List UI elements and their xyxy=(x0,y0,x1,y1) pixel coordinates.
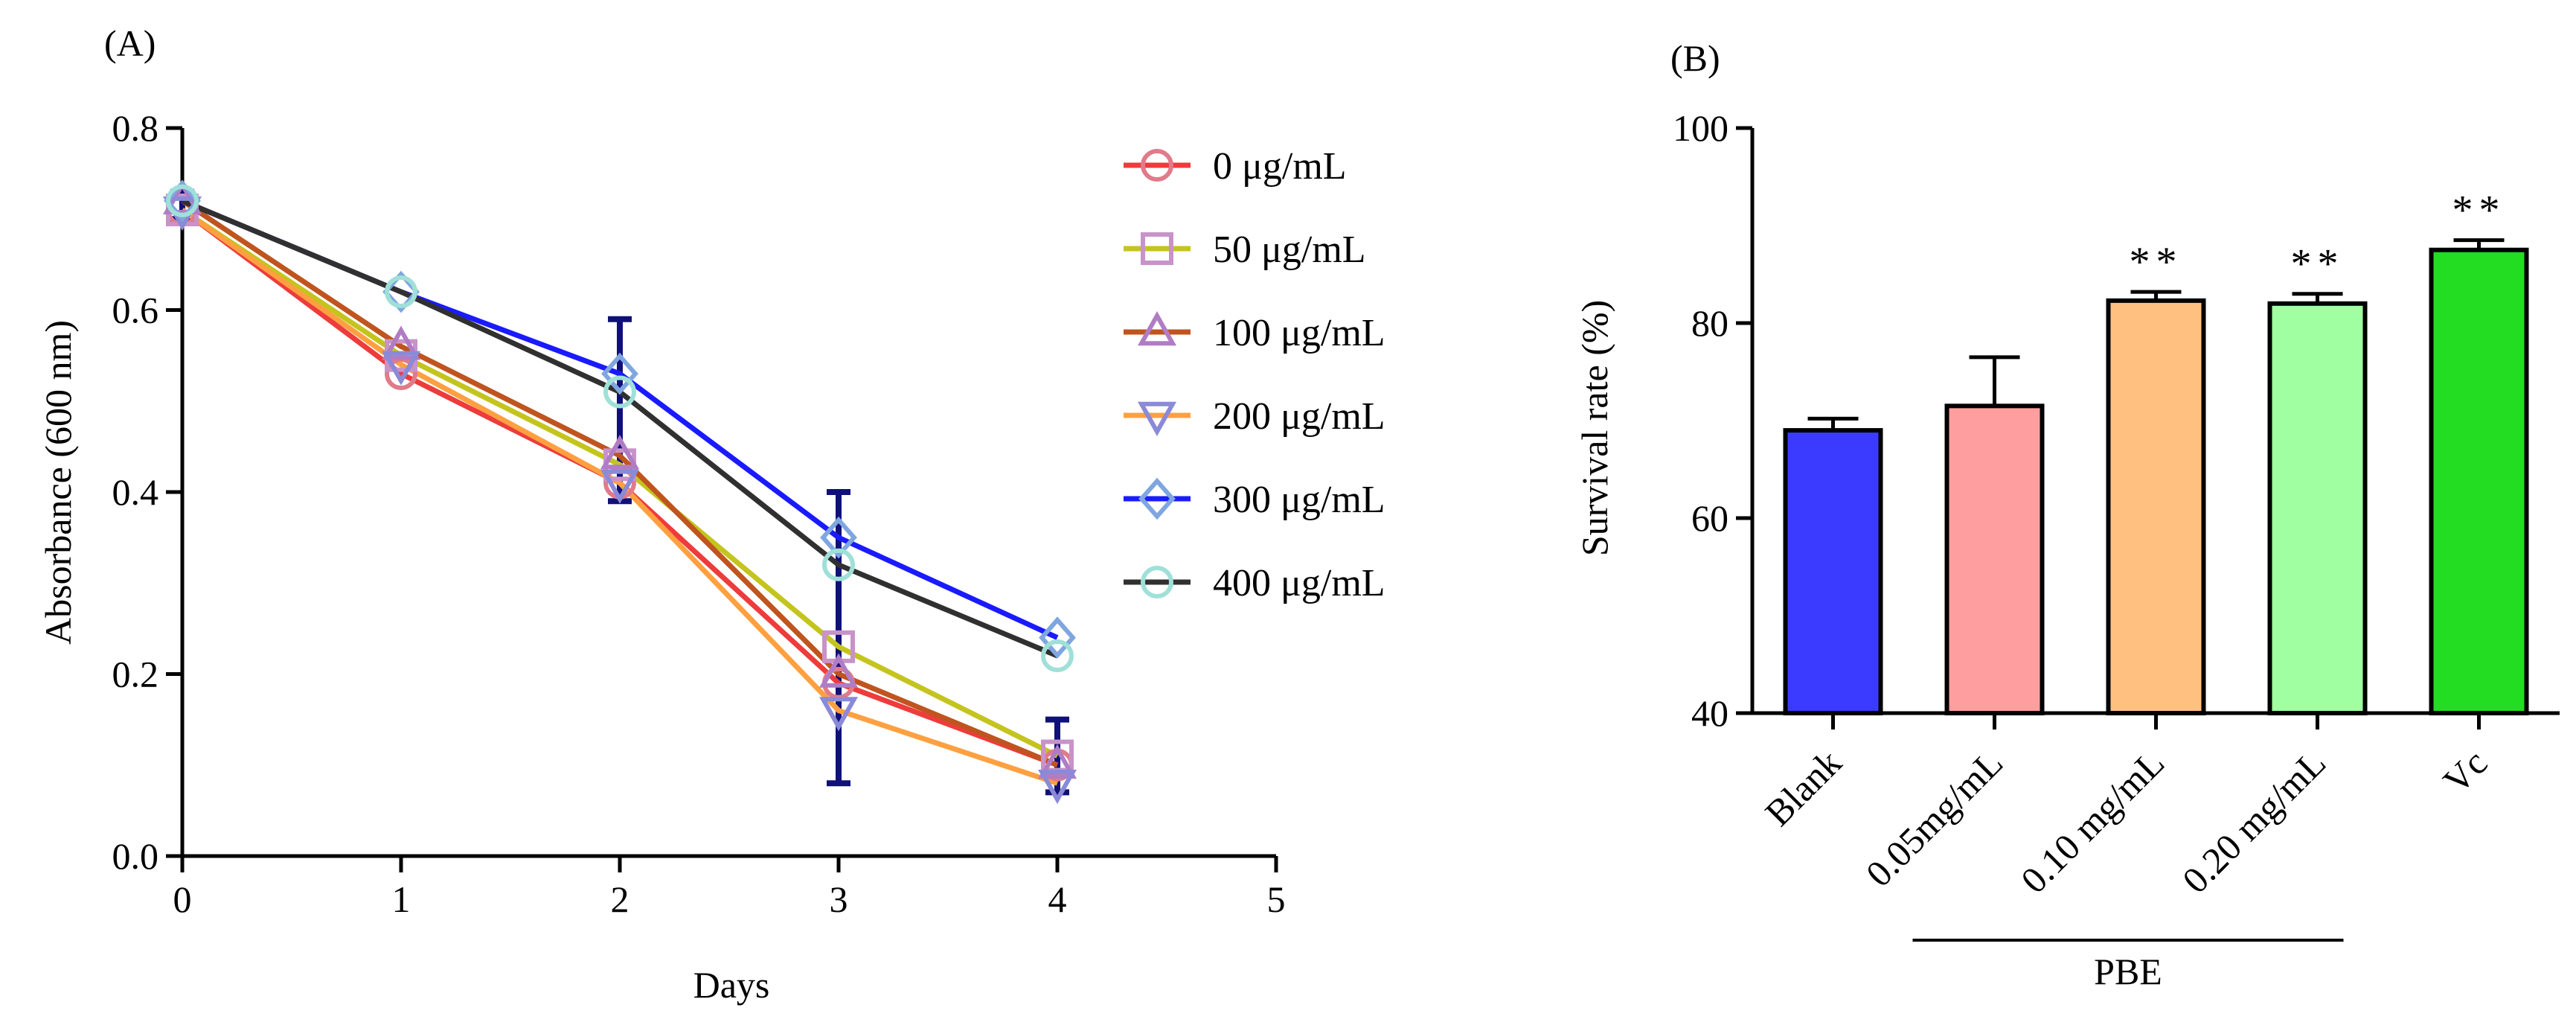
legend-label-400-g-ml: 400 μg/mL xyxy=(1213,562,1385,604)
data-point-400-g-ml xyxy=(166,184,199,217)
axes-a: 0.0 0.2 0.4 0.6 0.8 0 1 2 3 4 5 xyxy=(112,107,1286,920)
significance-mark-0-10-mg-ml: ** xyxy=(2130,239,2183,285)
series-line-200-g-ml xyxy=(180,208,1059,786)
y-tick-label-a: 0.0 xyxy=(112,835,159,877)
significance-mark-0-20-mg-ml: ** xyxy=(2291,241,2345,287)
legend-label-100-g-ml: 100 μg/mL xyxy=(1213,312,1385,354)
data-point-200-g-ml xyxy=(381,351,421,386)
data-point-400-g-ml xyxy=(1041,639,1074,673)
data-point-400-g-ml xyxy=(385,275,417,309)
x-tick-label-a: 4 xyxy=(1048,878,1067,920)
data-point-400-g-ml xyxy=(822,548,855,581)
data-point-400-g-ml xyxy=(603,375,636,409)
y-axis-label-a: Absorbance (600 nm) xyxy=(37,320,79,645)
data-point-300-g-ml xyxy=(601,352,638,395)
legend-marker-400-g-ml xyxy=(1141,566,1173,598)
panel-a-label: (A) xyxy=(104,22,156,64)
bar-blank xyxy=(1783,428,1883,715)
legend-marker-50-g-ml xyxy=(1141,232,1173,265)
x-tick-label-vc: Vc xyxy=(2435,741,2495,802)
data-point-300-g-ml xyxy=(1039,616,1076,659)
data-point-200-g-ml xyxy=(1037,770,1077,805)
y-tick-label-b: 100 xyxy=(1673,107,1728,149)
x-tick-label-a: 0 xyxy=(173,878,192,920)
legend-marker-0-g-ml xyxy=(1141,149,1173,182)
data-point-100-g-ml xyxy=(381,325,421,360)
group-label-pbe: PBE xyxy=(2094,951,2162,992)
x-tick-label-a: 1 xyxy=(392,878,411,920)
legend-a: 0 μg/mL 50 μg/mL 100 μg/mL 200 μg/mL 300 μg/… xyxy=(1124,145,1385,604)
data-point-200-g-ml xyxy=(600,469,640,504)
series-markers-a xyxy=(162,179,1077,805)
bar-vc xyxy=(2429,247,2529,715)
data-point-200-g-ml xyxy=(818,697,859,732)
significance-annotations-b: ** ** ** xyxy=(2130,188,2506,287)
panel-b-label: (B) xyxy=(1670,37,1720,79)
x-tick-label-a: 5 xyxy=(1267,878,1286,920)
legend-label-0-g-ml: 0 μg/mL xyxy=(1213,145,1347,188)
error-bars-b xyxy=(1807,238,2505,431)
y-tick-label-b: 80 xyxy=(1691,302,1728,344)
bars-b xyxy=(1783,247,2529,715)
axes-b: 40 60 80 100 xyxy=(1673,107,2560,734)
x-tick-label-a: 3 xyxy=(830,878,848,920)
y-axis-label-b: Survival rate (%) xyxy=(1574,300,1615,556)
legend-label-200-g-ml: 200 μg/mL xyxy=(1213,395,1385,438)
y-tick-label-a: 0.8 xyxy=(112,107,159,149)
bar-0-05mg-ml xyxy=(1944,403,2045,715)
bar-chart-panel-b: (B) 40 60 80 100 ** ** ** Blank 0.05mg/mL 0.10 … xyxy=(1574,37,2560,992)
bar-0-10-mg-ml xyxy=(2106,298,2206,715)
legend-label-50-g-ml: 50 μg/mL xyxy=(1213,229,1366,271)
significance-mark-vc: ** xyxy=(2452,188,2506,234)
data-point-100-g-ml xyxy=(1037,744,1077,779)
series-line-100-g-ml xyxy=(181,198,1059,767)
data-point-300-g-ml xyxy=(382,270,420,313)
x-tick-label-0-05mg-ml: 0.05mg/mL xyxy=(1858,741,2011,895)
x-axis-label-a: Days xyxy=(693,964,770,1006)
y-tick-label-b: 40 xyxy=(1691,692,1728,734)
x-tick-label-0-20-mg-ml: 0.20 mg/mL xyxy=(2174,741,2333,901)
y-tick-label-a: 0.4 xyxy=(112,471,159,513)
x-tick-label-0-10-mg-ml: 0.10 mg/mL xyxy=(2013,741,2172,901)
data-point-100-g-ml xyxy=(818,653,859,688)
data-point-300-g-ml xyxy=(820,516,857,559)
bar-0-20-mg-ml xyxy=(2267,301,2368,715)
legend-label-300-g-ml: 300 μg/mL xyxy=(1213,479,1385,521)
line-chart-panel-a: (A) 0.0 0.2 0.4 0.6 0.8 0 1 2 3 4 5 0 μg/mL 50 μg/m… xyxy=(37,22,1385,1006)
data-point-300-g-ml xyxy=(164,179,201,223)
x-tick-label-a: 2 xyxy=(611,878,629,920)
data-point-100-g-ml xyxy=(600,435,640,470)
legend-marker-300-g-ml xyxy=(1138,477,1176,520)
y-tick-label-b: 60 xyxy=(1691,497,1728,539)
x-tick-labels-b: Blank 0.05mg/mL 0.10 mg/mL 0.20 mg/mL Vc xyxy=(1757,741,2495,901)
legend-marker-200-g-ml xyxy=(1137,401,1177,436)
legend-marker-100-g-ml xyxy=(1137,311,1177,346)
x-tick-label-blank: Blank xyxy=(1757,741,1849,834)
y-tick-label-a: 0.2 xyxy=(112,654,159,695)
y-tick-label-a: 0.6 xyxy=(112,290,159,331)
